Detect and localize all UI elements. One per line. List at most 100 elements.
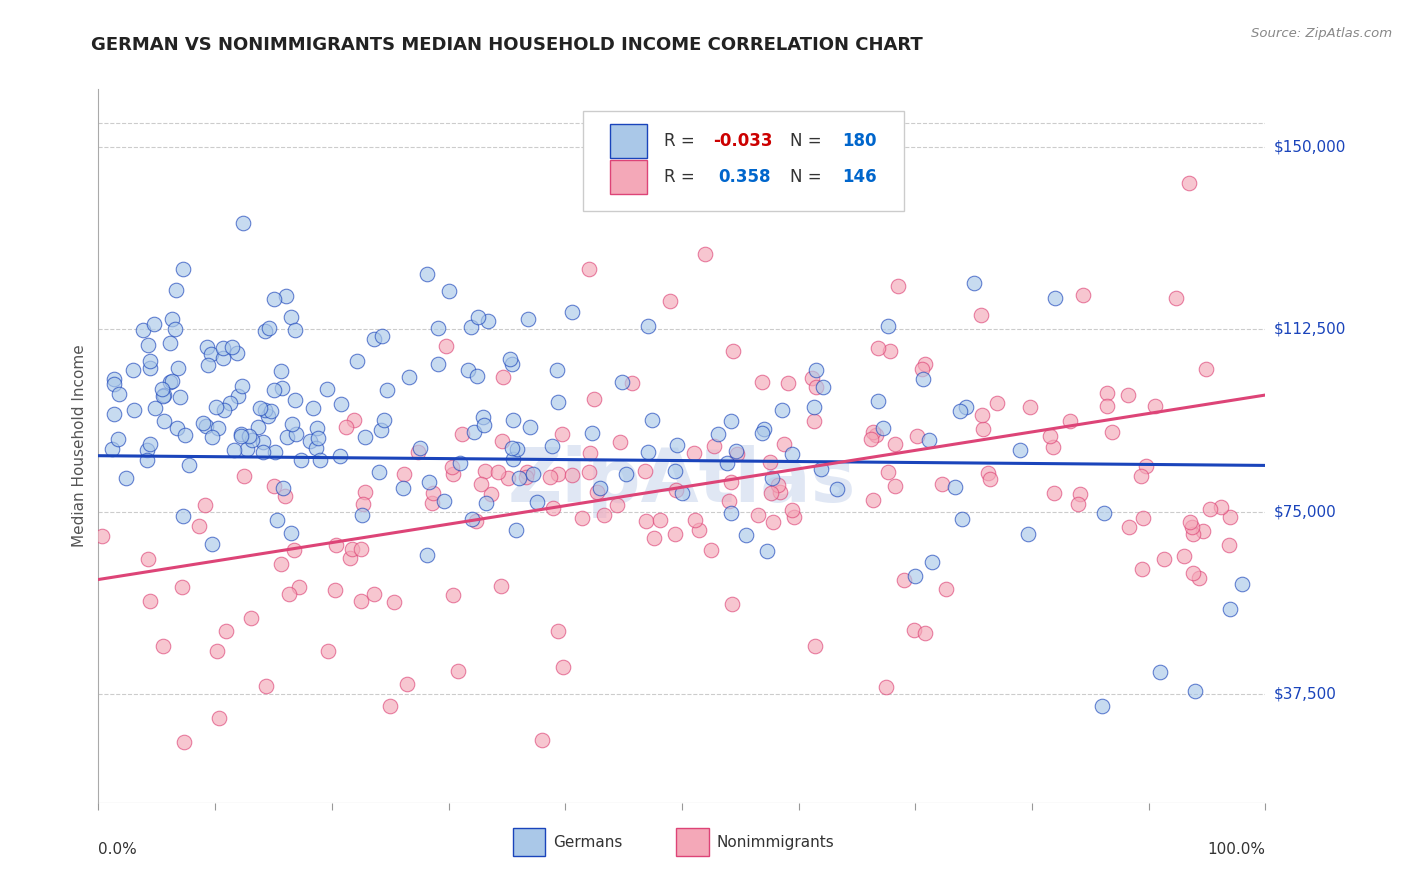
Point [239, 611, 262, 625]
Point [702, 439, 724, 453]
Point [195, 340, 218, 354]
Point [752, 422, 775, 436]
Point [734, 528, 756, 542]
Point [346, 353, 368, 368]
Point [103, 407, 125, 421]
Point [578, 261, 600, 276]
Point [986, 396, 1008, 410]
Point [434, 339, 457, 353]
Point [547, 363, 569, 377]
Point [371, 328, 394, 343]
Point [517, 312, 540, 326]
Point [252, 445, 274, 459]
Point [441, 467, 464, 481]
Point [1101, 425, 1123, 439]
Point [307, 431, 329, 445]
Point [278, 587, 301, 601]
Point [499, 352, 522, 367]
Point [972, 409, 994, 423]
Point [115, 471, 138, 485]
Point [762, 515, 785, 529]
Point [363, 587, 385, 601]
Point [491, 434, 513, 448]
Point [103, 376, 125, 391]
Point [905, 429, 928, 443]
Text: 0.0%: 0.0% [98, 842, 138, 856]
Point [254, 679, 277, 693]
Point [1181, 566, 1204, 581]
Point [918, 433, 941, 447]
Point [409, 441, 432, 455]
Point [449, 456, 471, 470]
Point [474, 464, 496, 478]
Text: 100.0%: 100.0% [1208, 842, 1265, 856]
Point [1019, 400, 1042, 414]
Point [138, 437, 160, 451]
Point [911, 361, 934, 376]
Point [979, 472, 1001, 486]
Point [194, 498, 217, 512]
Point [875, 680, 897, 694]
Point [350, 593, 373, 607]
Point [862, 492, 884, 507]
Point [460, 320, 482, 334]
Point [1164, 291, 1187, 305]
Point [877, 465, 900, 479]
Point [197, 358, 219, 372]
Point [427, 321, 450, 335]
Point [271, 481, 294, 495]
Point [751, 426, 773, 441]
Point [1199, 502, 1222, 516]
Point [610, 375, 633, 389]
Point [1118, 520, 1140, 534]
Point [172, 262, 194, 277]
Point [350, 541, 373, 556]
Point [132, 322, 155, 336]
Point [716, 456, 738, 470]
Text: ZipAtlas: ZipAtlas [508, 445, 856, 518]
Point [876, 319, 898, 334]
Point [263, 445, 285, 459]
Point [135, 442, 157, 457]
Point [472, 417, 495, 432]
Point [1195, 362, 1218, 376]
Point [479, 486, 502, 500]
Point [329, 449, 352, 463]
Point [538, 470, 561, 484]
Point [1039, 428, 1062, 442]
Point [191, 417, 214, 431]
Point [201, 537, 224, 551]
Point [526, 494, 548, 508]
Point [139, 360, 162, 375]
Point [666, 438, 689, 452]
Point [1219, 601, 1241, 615]
Point [172, 509, 194, 524]
Point [921, 555, 943, 569]
Point [143, 318, 166, 332]
Point [398, 370, 420, 384]
Point [720, 414, 742, 428]
Point [721, 597, 744, 611]
Point [276, 430, 298, 444]
FancyBboxPatch shape [582, 111, 904, 211]
Point [606, 498, 628, 512]
Point [270, 364, 292, 378]
Point [825, 482, 848, 496]
Point [139, 593, 162, 607]
Point [335, 420, 357, 434]
Point [571, 511, 593, 525]
Point [173, 428, 195, 442]
Point [316, 382, 339, 396]
Point [284, 426, 307, 441]
Text: 180: 180 [842, 132, 876, 150]
Point [165, 322, 187, 336]
Point [641, 413, 664, 427]
Point [166, 284, 188, 298]
Point [207, 421, 229, 435]
Point [226, 389, 249, 403]
Point [502, 452, 524, 467]
Point [720, 507, 742, 521]
Point [810, 461, 832, 475]
Point [516, 465, 538, 479]
Point [212, 351, 235, 365]
